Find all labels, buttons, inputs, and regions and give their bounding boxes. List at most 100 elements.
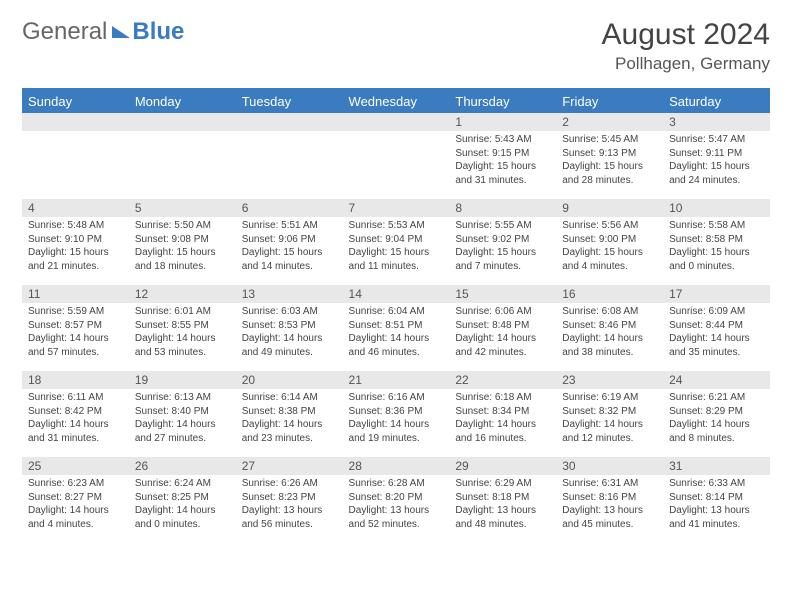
calendar-week-row: 1Sunrise: 5:43 AMSunset: 9:15 PMDaylight… — [22, 113, 770, 199]
daylight-text: Daylight: 14 hours and 19 minutes. — [349, 418, 444, 445]
day-body: Sunrise: 6:18 AMSunset: 8:34 PMDaylight:… — [449, 389, 556, 449]
day-body: Sunrise: 5:59 AMSunset: 8:57 PMDaylight:… — [22, 303, 129, 363]
sunset-text: Sunset: 9:11 PM — [669, 147, 764, 161]
sunset-text: Sunset: 8:57 PM — [28, 319, 123, 333]
daylight-text: Daylight: 13 hours and 45 minutes. — [562, 504, 657, 531]
sunset-text: Sunset: 8:53 PM — [242, 319, 337, 333]
sunrise-text: Sunrise: 6:04 AM — [349, 305, 444, 319]
calendar-cell: 18Sunrise: 6:11 AMSunset: 8:42 PMDayligh… — [22, 371, 129, 457]
day-body: Sunrise: 5:56 AMSunset: 9:00 PMDaylight:… — [556, 217, 663, 277]
day-number: 23 — [556, 371, 663, 389]
sunrise-text: Sunrise: 5:56 AM — [562, 219, 657, 233]
calendar-cell: 24Sunrise: 6:21 AMSunset: 8:29 PMDayligh… — [663, 371, 770, 457]
daylight-text: Daylight: 14 hours and 23 minutes. — [242, 418, 337, 445]
day-number: 12 — [129, 285, 236, 303]
day-body: Sunrise: 6:16 AMSunset: 8:36 PMDaylight:… — [343, 389, 450, 449]
day-number: 9 — [556, 199, 663, 217]
weekday-thu: Thursday — [449, 90, 556, 113]
day-number: 31 — [663, 457, 770, 475]
daylight-text: Daylight: 13 hours and 52 minutes. — [349, 504, 444, 531]
daylight-text: Daylight: 14 hours and 38 minutes. — [562, 332, 657, 359]
day-body: Sunrise: 6:03 AMSunset: 8:53 PMDaylight:… — [236, 303, 343, 363]
calendar-cell: 21Sunrise: 6:16 AMSunset: 8:36 PMDayligh… — [343, 371, 450, 457]
sunrise-text: Sunrise: 5:43 AM — [455, 133, 550, 147]
day-body: Sunrise: 6:08 AMSunset: 8:46 PMDaylight:… — [556, 303, 663, 363]
empty-day — [343, 113, 450, 131]
calendar-table: Sunday Monday Tuesday Wednesday Thursday… — [22, 90, 770, 543]
calendar-cell: 10Sunrise: 5:58 AMSunset: 8:58 PMDayligh… — [663, 199, 770, 285]
sunset-text: Sunset: 8:36 PM — [349, 405, 444, 419]
sunrise-text: Sunrise: 6:33 AM — [669, 477, 764, 491]
day-number: 27 — [236, 457, 343, 475]
day-number: 13 — [236, 285, 343, 303]
sunset-text: Sunset: 9:00 PM — [562, 233, 657, 247]
sunrise-text: Sunrise: 6:28 AM — [349, 477, 444, 491]
sunrise-text: Sunrise: 5:45 AM — [562, 133, 657, 147]
calendar-cell: 16Sunrise: 6:08 AMSunset: 8:46 PMDayligh… — [556, 285, 663, 371]
day-body: Sunrise: 5:58 AMSunset: 8:58 PMDaylight:… — [663, 217, 770, 277]
sunrise-text: Sunrise: 6:18 AM — [455, 391, 550, 405]
calendar-cell: 29Sunrise: 6:29 AMSunset: 8:18 PMDayligh… — [449, 457, 556, 543]
daylight-text: Daylight: 14 hours and 27 minutes. — [135, 418, 230, 445]
calendar-week-row: 25Sunrise: 6:23 AMSunset: 8:27 PMDayligh… — [22, 457, 770, 543]
calendar-cell: 27Sunrise: 6:26 AMSunset: 8:23 PMDayligh… — [236, 457, 343, 543]
daylight-text: Daylight: 14 hours and 57 minutes. — [28, 332, 123, 359]
sunset-text: Sunset: 8:46 PM — [562, 319, 657, 333]
day-number: 11 — [22, 285, 129, 303]
sunrise-text: Sunrise: 6:19 AM — [562, 391, 657, 405]
daylight-text: Daylight: 13 hours and 56 minutes. — [242, 504, 337, 531]
day-body: Sunrise: 5:50 AMSunset: 9:08 PMDaylight:… — [129, 217, 236, 277]
calendar-cell: 25Sunrise: 6:23 AMSunset: 8:27 PMDayligh… — [22, 457, 129, 543]
logo-text-2: Blue — [132, 18, 184, 46]
calendar-cell: 15Sunrise: 6:06 AMSunset: 8:48 PMDayligh… — [449, 285, 556, 371]
day-body: Sunrise: 5:55 AMSunset: 9:02 PMDaylight:… — [449, 217, 556, 277]
daylight-text: Daylight: 15 hours and 24 minutes. — [669, 160, 764, 187]
calendar-cell — [343, 113, 450, 199]
sunrise-text: Sunrise: 6:06 AM — [455, 305, 550, 319]
sunrise-text: Sunrise: 5:58 AM — [669, 219, 764, 233]
day-number: 21 — [343, 371, 450, 389]
calendar-week-row: 18Sunrise: 6:11 AMSunset: 8:42 PMDayligh… — [22, 371, 770, 457]
sunset-text: Sunset: 8:25 PM — [135, 491, 230, 505]
day-number: 22 — [449, 371, 556, 389]
day-number: 25 — [22, 457, 129, 475]
sunset-text: Sunset: 8:48 PM — [455, 319, 550, 333]
sunset-text: Sunset: 8:18 PM — [455, 491, 550, 505]
daylight-text: Daylight: 15 hours and 18 minutes. — [135, 246, 230, 273]
sunrise-text: Sunrise: 6:08 AM — [562, 305, 657, 319]
sunset-text: Sunset: 8:14 PM — [669, 491, 764, 505]
sunset-text: Sunset: 9:08 PM — [135, 233, 230, 247]
weekday-fri: Friday — [556, 90, 663, 113]
sunrise-text: Sunrise: 5:50 AM — [135, 219, 230, 233]
weekday-header-row: Sunday Monday Tuesday Wednesday Thursday… — [22, 90, 770, 113]
day-body: Sunrise: 6:13 AMSunset: 8:40 PMDaylight:… — [129, 389, 236, 449]
month-title: August 2024 — [602, 18, 770, 52]
daylight-text: Daylight: 13 hours and 41 minutes. — [669, 504, 764, 531]
calendar-cell: 4Sunrise: 5:48 AMSunset: 9:10 PMDaylight… — [22, 199, 129, 285]
day-body: Sunrise: 5:51 AMSunset: 9:06 PMDaylight:… — [236, 217, 343, 277]
daylight-text: Daylight: 13 hours and 48 minutes. — [455, 504, 550, 531]
calendar-cell: 11Sunrise: 5:59 AMSunset: 8:57 PMDayligh… — [22, 285, 129, 371]
calendar-cell: 20Sunrise: 6:14 AMSunset: 8:38 PMDayligh… — [236, 371, 343, 457]
day-number: 6 — [236, 199, 343, 217]
sunrise-text: Sunrise: 6:01 AM — [135, 305, 230, 319]
day-number: 17 — [663, 285, 770, 303]
sunset-text: Sunset: 8:51 PM — [349, 319, 444, 333]
logo-triangle-icon — [112, 26, 130, 38]
sunset-text: Sunset: 8:32 PM — [562, 405, 657, 419]
sunset-text: Sunset: 8:29 PM — [669, 405, 764, 419]
day-body: Sunrise: 5:43 AMSunset: 9:15 PMDaylight:… — [449, 131, 556, 191]
sunrise-text: Sunrise: 6:03 AM — [242, 305, 337, 319]
sunrise-text: Sunrise: 5:53 AM — [349, 219, 444, 233]
header: General Blue August 2024 Pollhagen, Germ… — [22, 18, 770, 74]
day-body: Sunrise: 6:04 AMSunset: 8:51 PMDaylight:… — [343, 303, 450, 363]
day-number: 1 — [449, 113, 556, 131]
daylight-text: Daylight: 14 hours and 8 minutes. — [669, 418, 764, 445]
day-number: 10 — [663, 199, 770, 217]
daylight-text: Daylight: 14 hours and 53 minutes. — [135, 332, 230, 359]
weekday-wed: Wednesday — [343, 90, 450, 113]
daylight-text: Daylight: 15 hours and 21 minutes. — [28, 246, 123, 273]
day-number: 16 — [556, 285, 663, 303]
weekday-tue: Tuesday — [236, 90, 343, 113]
day-body: Sunrise: 5:48 AMSunset: 9:10 PMDaylight:… — [22, 217, 129, 277]
